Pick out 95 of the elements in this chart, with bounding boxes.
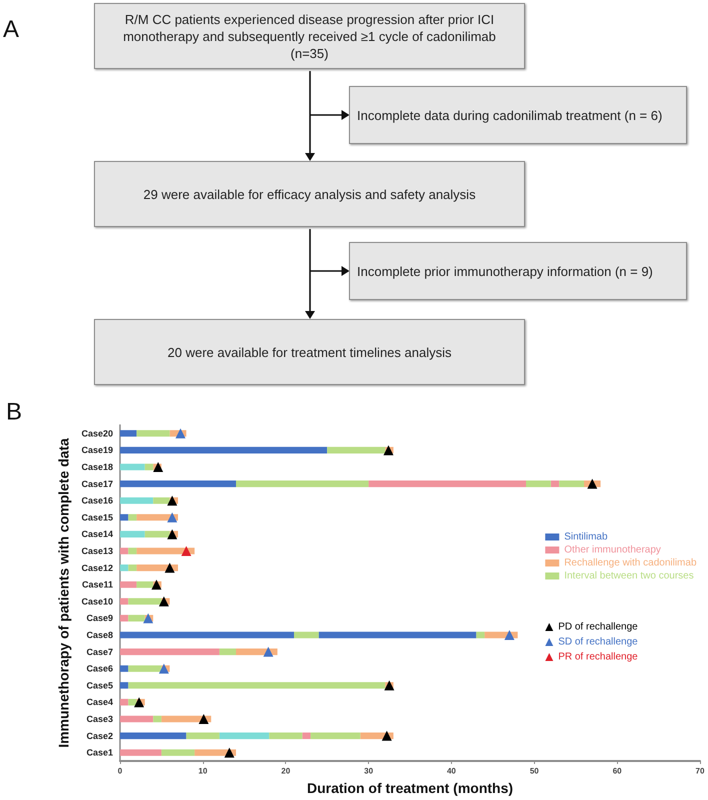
- bar: [550, 480, 560, 488]
- flowchart-box: 20 were available for treatment timelines analysis: [94, 319, 525, 385]
- legend-label: Interval between two courses: [564, 570, 694, 582]
- y-axis-title: Immunethorapy of patients with complete data: [56, 438, 72, 748]
- x-tick-label: 40: [446, 766, 456, 776]
- y-tick-label: Case17: [81, 478, 113, 489]
- bar: [144, 530, 170, 538]
- bar: [128, 682, 386, 689]
- bar: [327, 446, 386, 454]
- y-tick-label: Case11: [82, 580, 113, 590]
- y-tick-label: Case20: [81, 428, 113, 438]
- x-tick-label: 70: [696, 766, 705, 776]
- bar: [120, 682, 128, 689]
- bar: [310, 732, 360, 740]
- bar: [120, 598, 128, 605]
- legend-label: PD of rechallenge: [558, 622, 638, 632]
- chart-title: B: [6, 398, 22, 426]
- x-tick-label: 20: [281, 766, 291, 776]
- bar: [153, 716, 162, 722]
- bar: [120, 665, 128, 672]
- text: A: [3, 16, 20, 44]
- bar: [161, 749, 195, 756]
- bar: [120, 497, 154, 504]
- bar: [186, 732, 220, 740]
- flowchart-box: Incomplete prior immunotherapy information (n = 9): [349, 242, 687, 300]
- y-tick-label: Case19: [81, 445, 113, 456]
- bar: [219, 648, 236, 656]
- y-tick-label: Case12: [81, 562, 113, 573]
- bar: [318, 632, 476, 638]
- bar: [120, 446, 328, 454]
- legend-label: Rechallenge with cadonilimab: [564, 558, 697, 568]
- x-tick-label: 50: [530, 766, 540, 776]
- y-tick-label: Case1: [86, 748, 113, 758]
- y-tick-label: Case5: [86, 680, 113, 690]
- y-tick-label: Case13: [81, 546, 113, 556]
- bar: [120, 698, 128, 706]
- x-tick-label: 0: [118, 766, 123, 776]
- y-tick-label: Case6: [86, 664, 113, 674]
- y-tick-label: Case15: [81, 512, 113, 522]
- bar: [153, 497, 170, 504]
- y-tick-label: Case10: [81, 596, 113, 606]
- bar: [120, 648, 220, 656]
- y-tick-label: Case7: [86, 646, 113, 657]
- bar: [294, 632, 319, 638]
- legend-label: PR of rechallenge: [558, 652, 638, 662]
- bar: [128, 514, 137, 521]
- legend-label: Sintilimab: [564, 532, 608, 542]
- bar: [236, 480, 369, 488]
- bar: [559, 480, 584, 488]
- bar: [120, 548, 128, 554]
- y-tick-label: Case18: [81, 462, 113, 472]
- y-tick-label: Case2: [86, 730, 113, 741]
- bar: [128, 564, 137, 572]
- y-tick-label: Case4: [86, 697, 113, 708]
- bar: [120, 430, 137, 437]
- x-axis-title: Duration of treatment (months): [306, 780, 514, 796]
- bar: [120, 749, 162, 756]
- y-tick-label: Case9: [86, 613, 113, 624]
- bar: [269, 732, 302, 740]
- bar: [128, 614, 145, 622]
- bar: [120, 464, 145, 470]
- y-tick-label: Case3: [86, 714, 113, 724]
- bar: [120, 530, 145, 538]
- bar: [120, 564, 128, 572]
- bar: [128, 598, 162, 605]
- bar: [136, 430, 170, 437]
- bar: [120, 581, 137, 588]
- legend-label: SD of rechallenge: [558, 636, 638, 648]
- bar: [120, 480, 236, 488]
- y-tick-label: Case14: [81, 529, 113, 540]
- bar: [120, 732, 186, 740]
- bar: [128, 665, 162, 672]
- bar: [526, 480, 551, 488]
- bar: [368, 480, 526, 488]
- flowchart-box: 29 were available for efficacy analysis and safety analysis: [94, 161, 525, 227]
- bar: [219, 732, 270, 740]
- bar: [128, 548, 137, 554]
- y-tick-label: Case8: [86, 630, 113, 640]
- bar: [120, 514, 128, 521]
- x-tick-label: 60: [612, 766, 622, 776]
- flowchart-box: Incomplete data during cadonilimab treatment (n = 6): [349, 86, 687, 144]
- bar: [120, 614, 128, 622]
- x-tick-label: 10: [198, 766, 208, 776]
- bar: [120, 716, 154, 722]
- bar: [302, 732, 311, 740]
- x-tick-label: 30: [364, 766, 374, 776]
- legend-label: Other immunotherapy: [564, 544, 661, 556]
- bar: [136, 581, 154, 588]
- bar: [128, 698, 137, 706]
- bar: [144, 464, 154, 470]
- flowchart-box: R/M CC patients experienced disease progression after prior ICI monotherapy and subsequently received ≥1 cycle of cadonilimab (n=35): [94, 3, 525, 69]
- bar: [476, 632, 485, 638]
- bar: [120, 632, 294, 638]
- y-tick-label: Case16: [81, 496, 113, 506]
- bar: [136, 548, 195, 554]
